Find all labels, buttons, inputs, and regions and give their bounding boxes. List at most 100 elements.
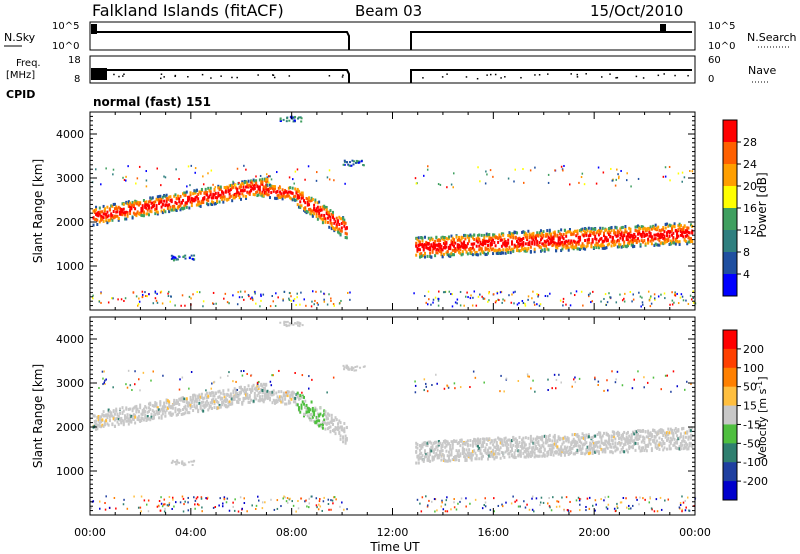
- echo-cell: [449, 254, 452, 258]
- echo-cell: [163, 175, 165, 178]
- echo-cell: [337, 228, 340, 232]
- echo-cell: [572, 444, 575, 448]
- echo-cell: [524, 506, 527, 509]
- echo-cell: [644, 445, 647, 449]
- echo-cell: [203, 405, 206, 409]
- echo-cell: [562, 169, 564, 172]
- echo-cell: [234, 394, 237, 398]
- echo-cell: [678, 225, 681, 229]
- echo-cell: [528, 508, 531, 511]
- echo-cell: [323, 300, 326, 303]
- echo-cell: [247, 179, 250, 183]
- echo-cell: [464, 442, 467, 446]
- echo-cell: [658, 243, 661, 247]
- echo-cell: [461, 449, 464, 453]
- echo-cell: [416, 442, 419, 446]
- echo-cell: [450, 234, 453, 238]
- echo-cell: [597, 239, 600, 243]
- echo-cell: [470, 242, 473, 246]
- echo-cell: [561, 243, 564, 247]
- echo-cell: [621, 446, 624, 450]
- echo-cell: [93, 424, 96, 428]
- echo-cell: [507, 177, 510, 180]
- echo-cell: [536, 240, 539, 244]
- echo-cell: [609, 231, 612, 235]
- echo-cell: [522, 302, 525, 305]
- echo-cell: [475, 244, 478, 248]
- echo-cell: [635, 435, 638, 439]
- echo-cell: [156, 195, 159, 199]
- echo-cell: [223, 403, 226, 407]
- echo-cell: [483, 236, 486, 240]
- echo-cell: [437, 183, 440, 186]
- echo-cell: [487, 457, 490, 461]
- echo-cell: [679, 442, 682, 446]
- echo-cell: [276, 399, 279, 403]
- echo-cell: [223, 498, 226, 501]
- echo-cell: [266, 396, 269, 400]
- echo-cell: [252, 399, 255, 403]
- echo-cell: [431, 237, 434, 241]
- echo-cell: [490, 239, 493, 243]
- echo-cell: [476, 236, 479, 240]
- echo-cell: [188, 401, 191, 405]
- echo-cell: [629, 439, 632, 443]
- velocity-data: [90, 320, 697, 513]
- echo-cell: [574, 240, 576, 244]
- echo-cell: [286, 391, 289, 395]
- echo-cell: [288, 291, 291, 294]
- echo-cell: [503, 438, 506, 442]
- echo-cell: [611, 430, 614, 434]
- echo-cell: [635, 225, 638, 229]
- colorbar-tick-label: 16: [743, 202, 757, 215]
- echo-cell: [93, 211, 96, 215]
- echo-cell: [127, 407, 130, 411]
- echo-cell: [608, 439, 611, 443]
- echo-cell: [657, 445, 660, 449]
- nave-dot: [288, 75, 291, 77]
- echo-cell: [453, 244, 455, 248]
- echo-cell: [338, 419, 341, 423]
- echo-cell: [445, 251, 448, 255]
- echo-cell: [500, 374, 502, 377]
- echo-cell: [227, 186, 230, 190]
- echo-cell: [229, 194, 232, 198]
- echo-cell: [334, 428, 337, 432]
- echo-cell: [309, 199, 312, 203]
- echo-cell: [174, 208, 177, 212]
- echo-cell: [673, 222, 676, 226]
- echo-cell: [338, 426, 341, 430]
- echo-cell: [340, 428, 343, 432]
- echo-cell: [625, 237, 628, 241]
- echo-cell: [505, 501, 507, 504]
- echo-cell: [139, 419, 142, 423]
- echo-cell: [687, 231, 690, 235]
- echo-cell: [315, 419, 318, 423]
- echo-cell: [414, 177, 417, 180]
- echo-cell: [290, 295, 292, 298]
- echo-cell: [649, 437, 652, 441]
- echo-cell: [451, 293, 454, 296]
- echo-cell: [241, 189, 244, 193]
- echo-cell: [484, 253, 487, 257]
- echo-cell: [274, 304, 277, 307]
- echo-cell: [639, 496, 641, 499]
- echo-cell: [686, 496, 689, 499]
- echo-cell: [450, 242, 453, 246]
- echo-cell: [236, 188, 239, 192]
- echo-cell: [232, 389, 235, 393]
- echo-cell: [427, 290, 430, 293]
- echo-cell: [440, 458, 443, 462]
- echo-cell: [446, 186, 448, 189]
- echo-cell: [537, 244, 540, 248]
- echo-cell: [176, 196, 179, 200]
- echo-cell: [580, 436, 583, 440]
- echo-cell: [308, 409, 311, 413]
- echo-cell: [641, 301, 644, 304]
- echo-cell: [296, 190, 299, 194]
- echo-cell: [633, 378, 635, 381]
- echo-cell: [621, 245, 624, 249]
- echo-cell: [195, 497, 198, 500]
- echo-cell: [176, 205, 179, 209]
- echo-cell: [686, 226, 689, 230]
